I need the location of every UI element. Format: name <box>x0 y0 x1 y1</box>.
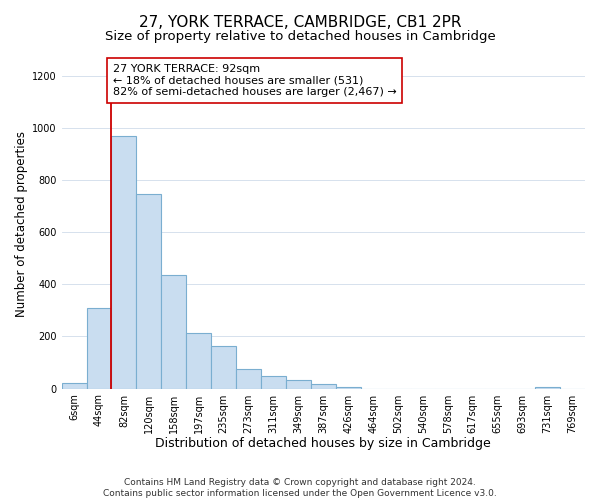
Bar <box>286 380 311 388</box>
Text: Contains HM Land Registry data © Crown copyright and database right 2024.
Contai: Contains HM Land Registry data © Crown c… <box>103 478 497 498</box>
Bar <box>311 384 336 388</box>
Bar <box>86 308 112 388</box>
Text: Size of property relative to detached houses in Cambridge: Size of property relative to detached ho… <box>104 30 496 43</box>
X-axis label: Distribution of detached houses by size in Cambridge: Distribution of detached houses by size … <box>155 437 491 450</box>
Bar <box>136 194 161 388</box>
Bar <box>112 136 136 388</box>
Bar <box>211 346 236 389</box>
Bar <box>161 275 186 388</box>
Text: 27, YORK TERRACE, CAMBRIDGE, CB1 2PR: 27, YORK TERRACE, CAMBRIDGE, CB1 2PR <box>139 15 461 30</box>
Bar <box>186 332 211 388</box>
Bar <box>236 369 261 388</box>
Text: 27 YORK TERRACE: 92sqm
← 18% of detached houses are smaller (531)
82% of semi-de: 27 YORK TERRACE: 92sqm ← 18% of detached… <box>113 64 397 97</box>
Y-axis label: Number of detached properties: Number of detached properties <box>15 132 28 318</box>
Bar <box>62 384 86 388</box>
Bar <box>261 376 286 388</box>
Bar <box>336 386 361 388</box>
Bar <box>535 386 560 388</box>
